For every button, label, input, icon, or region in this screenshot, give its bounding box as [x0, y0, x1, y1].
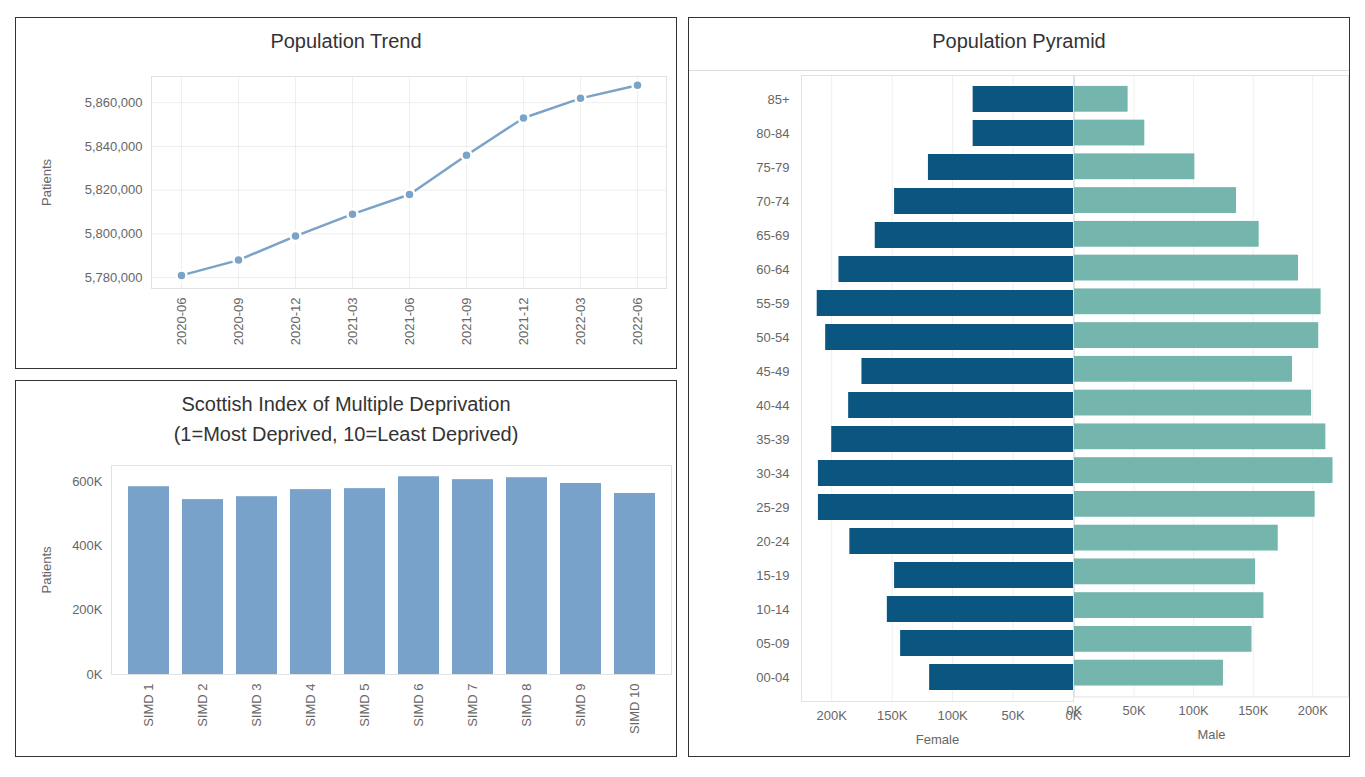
svg-text:40-44: 40-44: [756, 398, 789, 413]
svg-text:50K: 50K: [1001, 708, 1024, 723]
svg-text:5,840,000: 5,840,000: [85, 139, 143, 154]
svg-text:5,820,000: 5,820,000: [85, 182, 143, 197]
svg-text:2020-06: 2020-06: [174, 298, 189, 346]
svg-text:100K: 100K: [937, 708, 968, 723]
svg-text:Male: Male: [1198, 727, 1226, 742]
svg-text:50K: 50K: [1123, 703, 1146, 718]
svg-text:0K: 0K: [1067, 703, 1083, 718]
svg-text:400K: 400K: [72, 538, 103, 553]
svg-text:2020-12: 2020-12: [288, 298, 303, 346]
html-text:(1=Most Deprived, 10=Least Dep: (1=Most Deprived, 10=Least Deprived): [173, 423, 519, 445]
svg-text:15-19: 15-19: [756, 568, 789, 583]
svg-text:20-24: 20-24: [756, 534, 789, 549]
svg-text:60-64: 60-64: [756, 262, 789, 277]
svg-text:150K: 150K: [877, 708, 908, 723]
svg-text:SIMD 1: SIMD 1: [141, 684, 156, 727]
svg-text:35-39: 35-39: [756, 432, 789, 447]
svg-text:SIMD 9: SIMD 9: [573, 684, 588, 727]
svg-text:30-34: 30-34: [756, 466, 789, 481]
svg-text:200K: 200K: [72, 602, 103, 617]
svg-text:SIMD 2: SIMD 2: [195, 684, 210, 727]
svg-text:SIMD 6: SIMD 6: [411, 684, 426, 727]
svg-text:70-74: 70-74: [756, 194, 789, 209]
svg-text:2021-09: 2021-09: [459, 298, 474, 346]
svg-text:2021-06: 2021-06: [402, 298, 417, 346]
svg-text:5,800,000: 5,800,000: [85, 226, 143, 241]
svg-text:Patients: Patients: [39, 546, 54, 593]
html-text:Population Pyramid: Population Pyramid: [932, 30, 1106, 52]
svg-text:2022-06: 2022-06: [630, 298, 645, 346]
svg-text:200K: 200K: [817, 708, 848, 723]
svg-text:0K: 0K: [87, 667, 103, 682]
svg-text:SIMD 8: SIMD 8: [519, 684, 534, 727]
svg-text:SIMD 10: SIMD 10: [627, 684, 642, 735]
svg-text:2021-12: 2021-12: [516, 298, 531, 346]
svg-text:600K: 600K: [72, 474, 103, 489]
svg-text:2020-09: 2020-09: [231, 298, 246, 346]
svg-text:5,780,000: 5,780,000: [85, 270, 143, 285]
svg-text:65-69: 65-69: [756, 228, 789, 243]
svg-text:5,860,000: 5,860,000: [85, 95, 143, 110]
svg-text:55-59: 55-59: [756, 296, 789, 311]
svg-text:85+: 85+: [767, 92, 789, 107]
svg-text:00-04: 00-04: [756, 670, 789, 685]
svg-text:SIMD 7: SIMD 7: [465, 684, 480, 727]
svg-text:SIMD 5: SIMD 5: [357, 684, 372, 727]
svg-text:150K: 150K: [1238, 703, 1269, 718]
svg-text:100K: 100K: [1179, 703, 1210, 718]
html-text:Scottish Index of Multiple Dep: Scottish Index of Multiple Deprivation: [181, 393, 511, 415]
svg-text:Female: Female: [916, 732, 959, 747]
svg-text:75-79: 75-79: [756, 160, 789, 175]
svg-text:2021-03: 2021-03: [345, 298, 360, 346]
svg-text:05-09: 05-09: [756, 636, 789, 651]
svg-text:80-84: 80-84: [756, 126, 789, 141]
svg-text:45-49: 45-49: [756, 364, 789, 379]
html-text:Population Trend: Population Trend: [270, 30, 422, 52]
svg-text:200K: 200K: [1298, 703, 1329, 718]
svg-text:Patients: Patients: [39, 159, 54, 206]
svg-text:10-14: 10-14: [756, 602, 789, 617]
svg-text:2022-03: 2022-03: [573, 298, 588, 346]
svg-text:SIMD 4: SIMD 4: [303, 684, 318, 727]
svg-text:25-29: 25-29: [756, 500, 789, 515]
svg-text:50-54: 50-54: [756, 330, 789, 345]
svg-text:SIMD 3: SIMD 3: [249, 684, 264, 727]
